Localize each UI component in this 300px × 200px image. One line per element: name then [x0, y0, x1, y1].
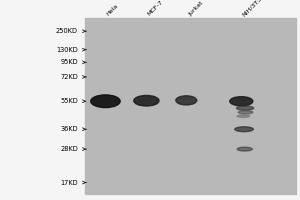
Ellipse shape — [91, 95, 120, 108]
Text: 55KD: 55KD — [60, 98, 78, 104]
Ellipse shape — [237, 115, 250, 117]
Text: Jurkat: Jurkat — [187, 0, 204, 17]
Bar — [85, 18, 296, 194]
Text: MCF-7: MCF-7 — [146, 0, 164, 17]
Text: Hela: Hela — [106, 3, 119, 17]
Text: 250KD: 250KD — [56, 28, 78, 34]
Ellipse shape — [230, 97, 253, 106]
Text: 36KD: 36KD — [60, 126, 78, 132]
Ellipse shape — [134, 95, 159, 106]
Text: 28KD: 28KD — [60, 146, 78, 152]
Text: NIH/3T3: NIH/3T3 — [241, 0, 262, 17]
Ellipse shape — [235, 127, 253, 132]
Ellipse shape — [236, 106, 254, 110]
Text: 17KD: 17KD — [60, 180, 78, 186]
Ellipse shape — [238, 111, 253, 114]
Text: 130KD: 130KD — [56, 47, 78, 53]
Ellipse shape — [237, 147, 252, 151]
Text: 95KD: 95KD — [60, 59, 78, 65]
Ellipse shape — [176, 96, 197, 105]
Text: 72KD: 72KD — [60, 74, 78, 80]
